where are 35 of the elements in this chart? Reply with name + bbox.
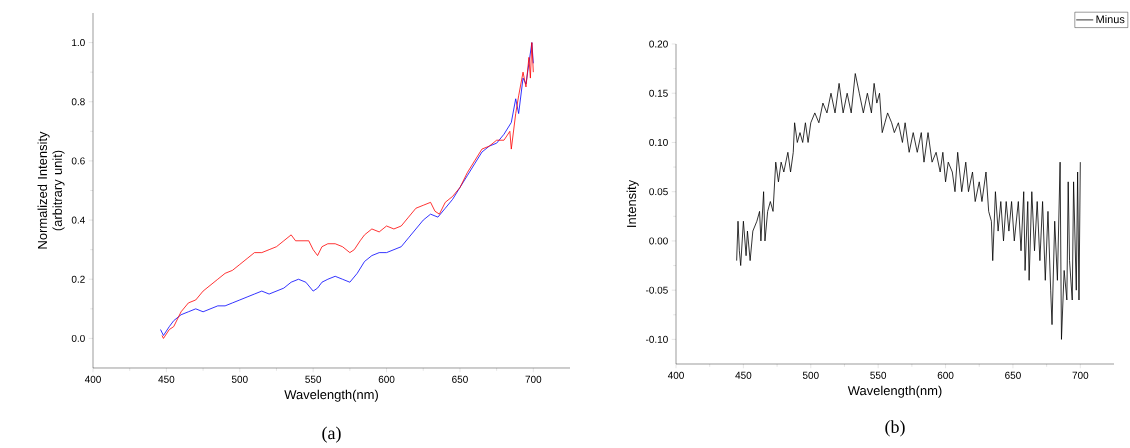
y-tick-label: 0.15 bbox=[649, 89, 668, 97]
x-axis-title: Wavelength(nm) bbox=[847, 385, 942, 398]
x-tick-label: 450 bbox=[735, 371, 752, 379]
x-tick-label: 550 bbox=[305, 375, 322, 383]
x-tick-label: 500 bbox=[231, 375, 248, 383]
x-tick-label: 700 bbox=[525, 375, 542, 383]
x-tick-label: 550 bbox=[870, 371, 887, 379]
x-tick-label: 650 bbox=[452, 375, 468, 383]
y-tick-label: 1.0 bbox=[72, 39, 85, 47]
y-tick-label: -0.10 bbox=[645, 335, 668, 343]
y-tick-label: 0.8 bbox=[71, 98, 85, 106]
x-tick-label: 500 bbox=[802, 371, 819, 379]
y-tick-label: 0.10 bbox=[649, 138, 668, 146]
x-tick-label: 400 bbox=[84, 375, 101, 383]
text: (a) bbox=[322, 426, 341, 443]
y-tick-label: 0.20 bbox=[649, 40, 668, 48]
y-tick-label: 0.0 bbox=[71, 334, 85, 342]
y-axis-title: Intensity bbox=[626, 179, 639, 227]
y-tick-label: -0.05 bbox=[645, 286, 668, 294]
legend-label: Minus bbox=[1096, 15, 1125, 24]
x-tick-label: 600 bbox=[937, 371, 954, 379]
x-tick-label: 700 bbox=[1072, 371, 1089, 379]
x-tick-label: 650 bbox=[1005, 371, 1021, 379]
line-series bbox=[736, 73, 1081, 340]
x-tick-label: 400 bbox=[667, 371, 684, 379]
y-tick-label: 0.05 bbox=[649, 188, 668, 196]
y-axis-title: Normalized Intensity (arbitrary unit) bbox=[37, 131, 65, 249]
y-tick-label: 0.4 bbox=[71, 216, 85, 224]
y-tick-label: 0.6 bbox=[71, 157, 85, 165]
x-axis-title: Wavelength(nm) bbox=[284, 389, 378, 402]
y-tick-label: 0.2 bbox=[71, 275, 85, 283]
x-tick-label: 600 bbox=[378, 375, 395, 383]
y-tick-label: 0.00 bbox=[649, 237, 668, 245]
x-tick-label: 450 bbox=[158, 375, 175, 383]
text: (b) bbox=[885, 420, 905, 437]
